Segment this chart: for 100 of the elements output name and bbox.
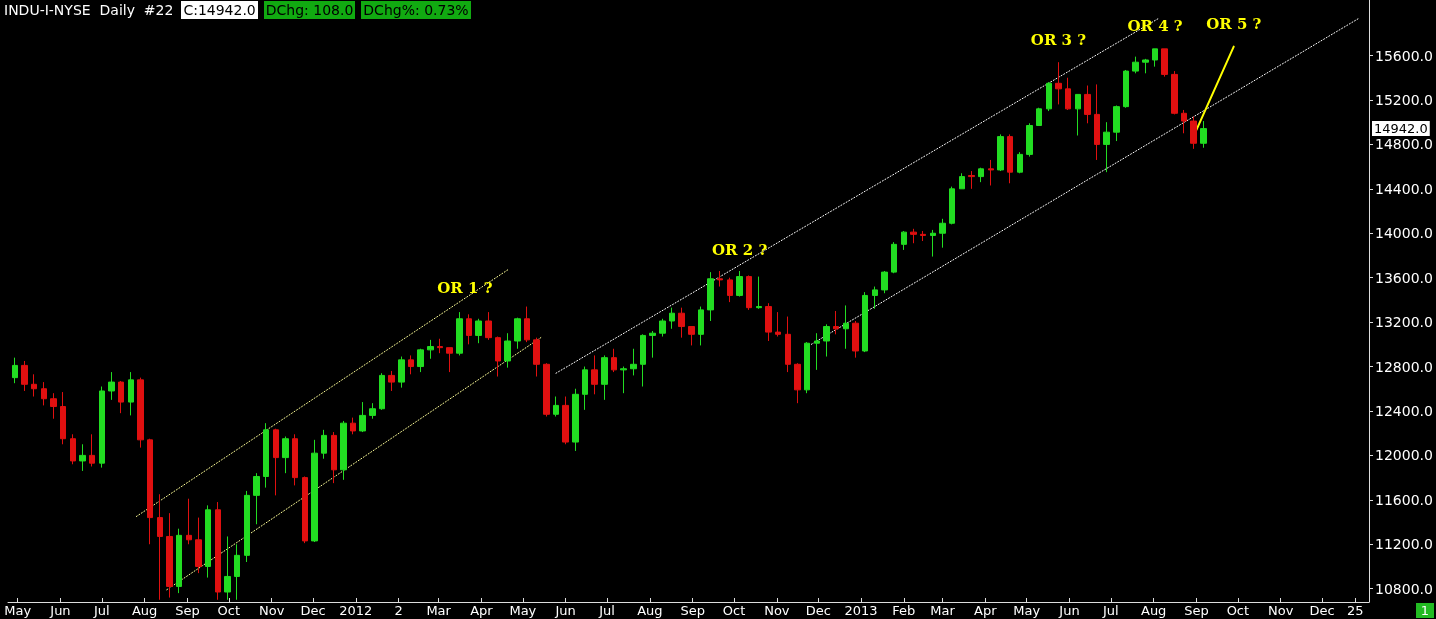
x-tick-label: Mar	[930, 603, 956, 618]
candlestick	[253, 472, 260, 525]
candlestick	[350, 417, 356, 435]
x-tick-label: Aug	[637, 603, 663, 618]
candlestick	[176, 528, 182, 594]
candlestick	[388, 370, 395, 392]
candlestick	[1142, 58, 1149, 74]
candlestick	[572, 388, 579, 452]
candlestick	[823, 323, 830, 358]
candlestick	[891, 241, 897, 274]
candlestick	[514, 317, 521, 350]
candlestick	[1171, 70, 1178, 115]
candlestick	[920, 230, 926, 242]
x-tick-label: Aug	[131, 603, 158, 618]
candlestick	[1161, 48, 1168, 78]
candlestick	[495, 336, 501, 378]
candlestick	[794, 362, 801, 404]
y-tick-label: 11600.0	[1375, 491, 1433, 508]
y-tick-label: 12800.0	[1375, 358, 1433, 375]
candlestick	[408, 354, 414, 375]
x-tick-label: Nov	[1267, 603, 1294, 618]
candlestick	[785, 316, 791, 373]
y-tick-label: 12000.0	[1375, 447, 1433, 464]
candlestick	[698, 306, 704, 346]
y-tick-label: 11200.0	[1375, 536, 1433, 553]
candlestick	[978, 167, 984, 183]
x-tick-label: Jun	[49, 603, 71, 618]
candlestick	[234, 543, 240, 601]
candlestick	[118, 380, 124, 414]
candlestick	[485, 311, 492, 341]
candlestick	[746, 274, 752, 311]
x-tick-label: Apr	[470, 603, 494, 618]
candlestick	[775, 311, 781, 338]
x-tick-label: Dec	[1309, 603, 1335, 618]
candlestick	[601, 354, 608, 401]
candlestick	[1055, 61, 1062, 105]
candlestick	[282, 436, 289, 474]
candlestick	[340, 420, 347, 481]
candlestick	[437, 338, 443, 354]
candlestick	[79, 443, 86, 472]
x-tick-label: Oct	[722, 603, 746, 618]
x-tick-label: Sep	[175, 603, 200, 618]
x-tick-label: Nov	[258, 603, 285, 618]
candlestick	[959, 172, 965, 190]
x-tick-label: May	[1013, 603, 1041, 618]
candlestick	[1075, 93, 1081, 137]
candlestick	[147, 438, 153, 545]
candlestick	[60, 391, 66, 445]
x-tick-label: Feb	[892, 603, 916, 618]
candlestick	[640, 333, 646, 388]
candlestick	[417, 348, 424, 373]
x-tick-label: Oct	[217, 603, 241, 618]
x-tick-label: Jul	[93, 603, 110, 618]
candlestick	[215, 501, 221, 601]
candlestick	[331, 431, 337, 484]
annotation: DChg: 108.0	[263, 1, 356, 19]
x-tick-label: May	[509, 603, 537, 618]
candlestick	[611, 348, 617, 373]
candlestick	[369, 402, 376, 420]
candlestick	[1084, 85, 1091, 124]
annotation: OR 4 ?	[1127, 17, 1183, 36]
candlestick	[562, 396, 569, 445]
candlestick	[1123, 69, 1129, 109]
candlestick	[881, 270, 888, 294]
x-tick-label: 2013	[844, 603, 878, 618]
candlestick	[475, 318, 482, 344]
annotation: OR 2 ?	[711, 240, 768, 259]
candlestick	[263, 422, 269, 489]
y-tick-label: 15200.0	[1375, 91, 1433, 108]
candlestick	[1113, 105, 1120, 142]
x-tick-label: 25	[1346, 603, 1364, 618]
candlestick	[504, 332, 511, 369]
candlestick	[99, 386, 105, 469]
candlestick	[949, 186, 955, 225]
candlestick	[814, 332, 820, 371]
x-tick-label: Jun	[554, 603, 576, 618]
candlestick	[862, 291, 868, 353]
candlestick	[688, 326, 695, 346]
candlestick	[311, 439, 318, 543]
candlestick	[669, 307, 675, 330]
candlestick	[833, 310, 839, 335]
candlestick	[620, 366, 627, 394]
candlestick	[292, 433, 298, 486]
chart-title: INDU-I-NYSE Daily #22	[3, 1, 175, 19]
candlestick	[968, 170, 975, 190]
candlestick	[930, 229, 936, 258]
annotation: OR 5 ?	[1206, 15, 1262, 34]
candlestick	[359, 401, 366, 433]
candlestick	[21, 360, 28, 392]
candlestick	[659, 318, 666, 338]
candlestick	[765, 302, 772, 342]
annotation: OR 1 ?	[437, 279, 493, 298]
x-tick-label: Apr	[974, 603, 998, 618]
candlestick	[756, 276, 762, 310]
x-tick-label: May	[4, 603, 32, 618]
y-tick-label: 13600.0	[1375, 269, 1433, 286]
y-tick-label: 15600.0	[1375, 47, 1433, 64]
candlestick	[582, 366, 588, 411]
candlestick	[736, 270, 743, 298]
text: 1	[1415, 603, 1434, 618]
